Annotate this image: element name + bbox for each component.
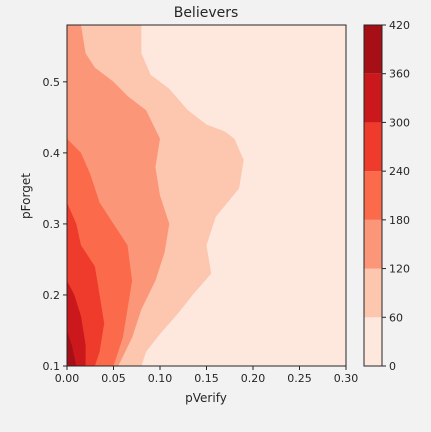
y-axis: 0.1 0.2 0.3 0.4 0.5 bbox=[43, 76, 67, 373]
x-tick-label: 0.15 bbox=[194, 372, 219, 385]
colorbar-tick-label: 60 bbox=[389, 311, 403, 324]
y-tick-label: 0.5 bbox=[43, 76, 61, 89]
colorbar-swatch bbox=[364, 317, 382, 366]
colorbar-swatch bbox=[364, 268, 382, 318]
y-axis-label: pForget bbox=[19, 173, 33, 219]
colorbar-tick-label: 420 bbox=[389, 19, 410, 32]
y-tick-label: 0.3 bbox=[43, 218, 61, 231]
x-tick-label: 0.00 bbox=[55, 372, 80, 385]
colorbar-swatch bbox=[364, 219, 382, 269]
x-tick-label: 0.20 bbox=[241, 372, 266, 385]
colorbar-tick-label: 360 bbox=[389, 68, 410, 81]
y-tick-label: 0.4 bbox=[43, 147, 61, 160]
colorbar-swatch bbox=[364, 25, 382, 74]
contour-band-6 bbox=[67, 330, 77, 366]
x-tick-label: 0.30 bbox=[334, 372, 359, 385]
chart-title: Believers bbox=[174, 5, 239, 21]
plot-area bbox=[66, 24, 347, 367]
y-tick-label: 0.1 bbox=[43, 360, 61, 373]
x-axis: 0.00 0.05 0.10 0.15 0.20 0.25 0.30 bbox=[55, 366, 359, 385]
colorbar-tick-label: 180 bbox=[389, 214, 410, 227]
x-tick-label: 0.25 bbox=[287, 372, 312, 385]
x-tick-label: 0.10 bbox=[148, 372, 173, 385]
colorbar-tick-label: 120 bbox=[389, 263, 410, 276]
colorbar: 0 60 120 180 240 300 360 420 bbox=[363, 19, 410, 373]
colorbar-tick-label: 300 bbox=[389, 116, 410, 129]
colorbar-swatch bbox=[364, 171, 382, 220]
y-tick-label: 0.2 bbox=[43, 289, 61, 302]
colorbar-tick-label: 0 bbox=[389, 360, 396, 373]
x-axis-label: pVerify bbox=[185, 391, 227, 405]
x-tick-label: 0.05 bbox=[101, 372, 126, 385]
colorbar-tick-label: 240 bbox=[389, 165, 410, 178]
colorbar-swatch bbox=[364, 122, 382, 172]
colorbar-swatch bbox=[364, 73, 382, 123]
colorbar-frame bbox=[363, 24, 383, 367]
